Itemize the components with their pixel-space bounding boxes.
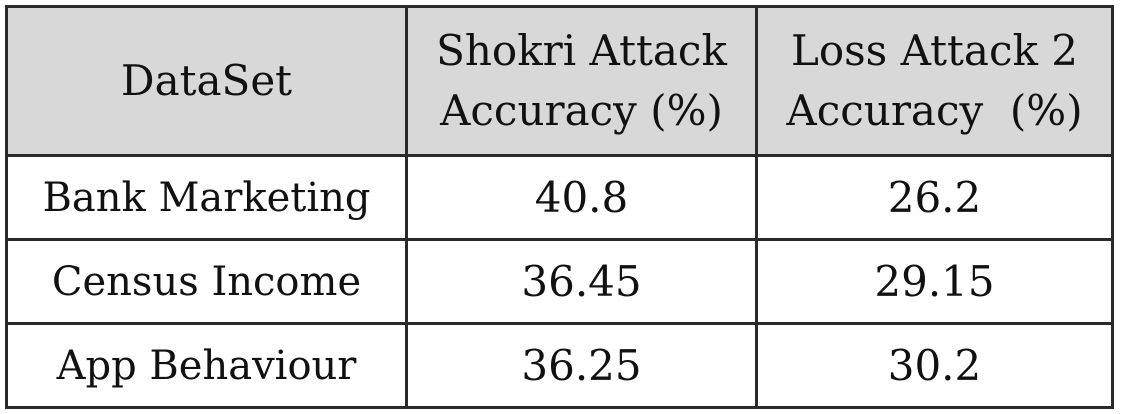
- table-row: App Behaviour 36.25 30.2: [5, 322, 1114, 409]
- cell-loss-accuracy: 30.2: [755, 322, 1114, 409]
- header-loss-line1: Loss Attack 2: [790, 26, 1079, 75]
- table-body: Bank Marketing 40.8 26.2 Census Income 3…: [5, 154, 1114, 409]
- cell-loss-accuracy: 26.2: [755, 154, 1114, 241]
- cell-dataset: App Behaviour: [5, 322, 408, 409]
- header-shokri-line2: Accuracy (%): [440, 86, 723, 135]
- cell-dataset: Census Income: [5, 238, 408, 325]
- cell-shokri-accuracy: 36.45: [405, 238, 758, 325]
- header-dataset: DataSet: [5, 5, 408, 157]
- cell-loss-accuracy: 29.15: [755, 238, 1114, 325]
- table-row: Bank Marketing 40.8 26.2: [5, 154, 1114, 241]
- results-table: DataSet Shokri Attack Accuracy (%) Loss …: [5, 5, 1114, 409]
- table-row: Census Income 36.45 29.15: [5, 238, 1114, 325]
- header-row: DataSet Shokri Attack Accuracy (%) Loss …: [5, 5, 1114, 157]
- header-shokri-line1: Shokri Attack: [436, 26, 727, 75]
- header-loss-line2: Accuracy (%): [786, 86, 1083, 135]
- cell-shokri-accuracy: 40.8: [405, 154, 758, 241]
- header-shokri-attack-accuracy: Shokri Attack Accuracy (%): [405, 5, 758, 157]
- header-dataset-label: DataSet: [120, 56, 293, 105]
- header-loss-attack-accuracy: Loss Attack 2 Accuracy (%): [755, 5, 1114, 157]
- table-header: DataSet Shokri Attack Accuracy (%) Loss …: [5, 5, 1114, 157]
- cell-dataset: Bank Marketing: [5, 154, 408, 241]
- cell-shokri-accuracy: 36.25: [405, 322, 758, 409]
